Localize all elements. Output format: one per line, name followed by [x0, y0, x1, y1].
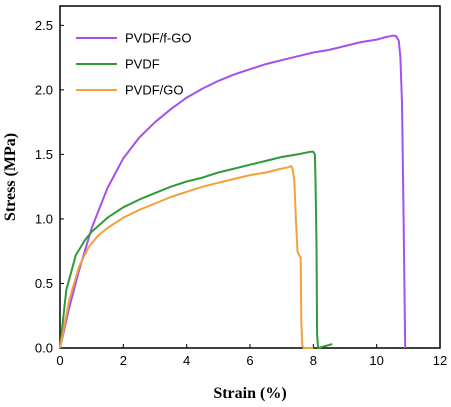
y-tick-label: 2.0 [35, 82, 53, 97]
x-tick-label: 6 [246, 353, 253, 368]
x-tick-label: 0 [56, 353, 63, 368]
series-line-pvdf-go [59, 165, 314, 349]
y-tick-label: 1.0 [35, 211, 53, 226]
y-tick-label: 1.5 [35, 147, 53, 162]
series-layer [59, 34, 407, 349]
legend: PVDF/f-GO PVDF PVDF/GO [76, 31, 191, 98]
x-tick-label: 8 [310, 353, 317, 368]
legend-label-pvdf: PVDF [125, 57, 160, 72]
series-line-pvdf-f-go [59, 34, 407, 349]
x-tick-label: 10 [369, 353, 383, 368]
x-tick-label: 2 [120, 353, 127, 368]
x-tick-label: 4 [183, 353, 190, 368]
x-axis-title: Strain (%) [213, 385, 286, 402]
x-tick-label: 12 [433, 353, 447, 368]
y-axis-title: Stress (MPa) [2, 133, 19, 221]
y-axis: 0.0 0.5 1.0 1.5 2.0 2.5 [35, 18, 64, 356]
y-tick-label: 0.0 [35, 341, 53, 356]
plot-frame [59, 5, 441, 349]
legend-label-pvdf-f-go: PVDF/f-GO [125, 31, 191, 46]
series-line-pvdf [59, 150, 333, 349]
x-axis: 0 2 4 6 8 10 12 [56, 344, 447, 368]
y-tick-label: 0.5 [35, 276, 53, 291]
y-tick-label: 2.5 [35, 18, 53, 33]
legend-label-pvdf-go: PVDF/GO [125, 83, 184, 98]
